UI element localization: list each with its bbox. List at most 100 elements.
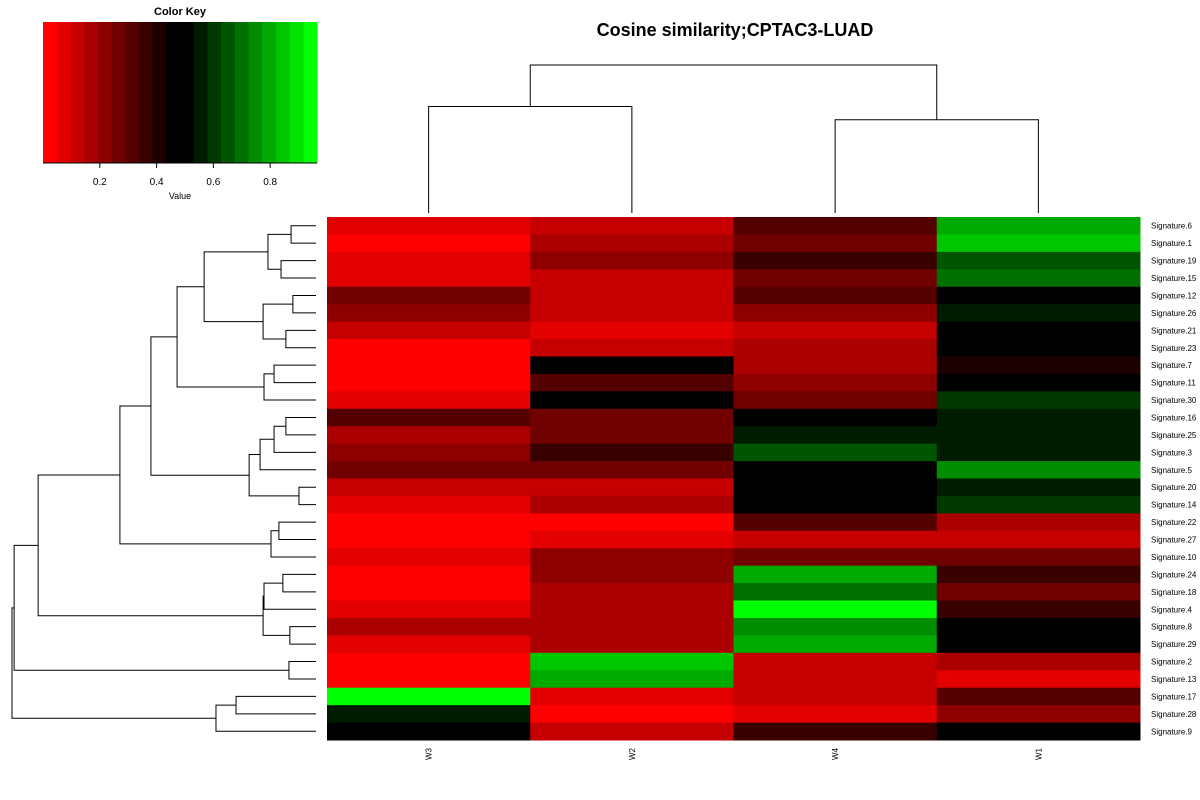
heatmap-cell xyxy=(733,356,938,375)
dendrogram-branch xyxy=(262,595,290,636)
heatmap-cells xyxy=(327,217,1141,741)
heatmap-cell xyxy=(936,461,1141,479)
heatmap-cell xyxy=(327,583,531,602)
color-key-title: Color Key xyxy=(154,6,207,18)
heatmap-cell xyxy=(733,373,938,392)
dendrogram-branch xyxy=(282,573,316,593)
row-label: Signature.1 xyxy=(1151,239,1192,248)
dendrogram-branch xyxy=(834,119,1039,213)
row-label: Signature.4 xyxy=(1151,605,1192,614)
heatmap-cell xyxy=(327,286,531,305)
heatmap-cell xyxy=(936,705,1141,724)
heatmap-cell xyxy=(530,617,734,636)
heatmap-cell xyxy=(327,548,531,567)
dendrogram-branch xyxy=(37,474,264,617)
heatmap-cell xyxy=(936,251,1141,270)
heatmap-cell xyxy=(327,234,531,253)
heatmap-cell xyxy=(530,565,734,584)
dendrogram-branch xyxy=(290,225,316,244)
row-label: Signature.16 xyxy=(1151,413,1197,422)
heatmap-cell xyxy=(936,339,1141,357)
heatmap-cell xyxy=(530,583,734,602)
heatmap-cell xyxy=(936,304,1141,323)
heatmap-cell xyxy=(530,652,734,671)
row-label: Signature.15 xyxy=(1151,274,1197,283)
row-labels: Signature.6 Signature.1 Signature.19 Signat… xyxy=(1151,222,1197,737)
heatmap-cell xyxy=(327,670,531,689)
heatmap-cell xyxy=(530,495,734,514)
heatmap-cell xyxy=(733,565,938,584)
heatmap-cell xyxy=(530,705,734,724)
heatmap-cell xyxy=(733,251,938,270)
heatmap-cell xyxy=(733,217,938,235)
color-key-bin xyxy=(207,22,222,163)
heatmap-cell xyxy=(733,617,938,636)
color-key-xlabel: Value xyxy=(169,191,191,201)
heatmap-cell xyxy=(733,600,938,619)
heatmap-cell xyxy=(733,670,938,689)
row-label: Signature.18 xyxy=(1151,588,1197,597)
color-key-bin xyxy=(248,22,263,163)
heatmap-cell xyxy=(327,391,531,410)
row-label: Signature.30 xyxy=(1151,396,1197,405)
row-label: Signature.14 xyxy=(1151,501,1197,510)
row-label: Signature.7 xyxy=(1151,361,1192,370)
color-key-bin xyxy=(125,22,140,163)
color-key-bin xyxy=(262,22,277,163)
dendrogram-branch xyxy=(298,486,316,506)
color-key-tick-label: 0.6 xyxy=(206,177,220,188)
row-label: Signature.19 xyxy=(1151,257,1197,266)
heatmap-cell xyxy=(327,513,531,532)
heatmap-cell xyxy=(733,652,938,671)
row-label: Signature.13 xyxy=(1151,675,1197,684)
heatmap-cell xyxy=(327,251,531,270)
heatmap-cell xyxy=(530,356,734,375)
row-label: Signature.12 xyxy=(1151,291,1197,300)
heatmap-cell xyxy=(327,478,531,497)
heatmap-cell xyxy=(530,321,734,340)
heatmap-cell xyxy=(327,443,531,462)
heatmap-cell xyxy=(936,321,1141,340)
dendrogram-branch xyxy=(11,607,216,719)
heatmap-cell xyxy=(733,286,938,305)
heatmap-cell xyxy=(733,234,938,253)
row-label: Signature.21 xyxy=(1151,326,1197,335)
heatmap-cell xyxy=(327,269,531,288)
color-key-tick-label: 0.2 xyxy=(93,177,107,188)
row-label: Signature.6 xyxy=(1151,222,1192,231)
row-label: Signature.20 xyxy=(1151,483,1197,492)
row-label: Signature.8 xyxy=(1151,623,1192,632)
color-key-bin xyxy=(234,22,250,163)
dendrogram-branch xyxy=(259,438,316,471)
color-key-bin xyxy=(97,22,113,163)
heatmap-cell xyxy=(327,705,531,724)
heatmap-cell xyxy=(936,530,1141,549)
row-label: Signature.29 xyxy=(1151,640,1197,649)
heatmap-cell xyxy=(327,426,531,445)
heatmap-cell xyxy=(936,426,1141,445)
dendrogram-branch xyxy=(289,626,316,645)
heatmap-cell xyxy=(936,286,1141,305)
row-dendrogram xyxy=(11,225,316,732)
heatmap-cell xyxy=(733,687,938,706)
dendrogram-branch xyxy=(13,544,289,671)
heatmap-cell xyxy=(733,339,938,357)
heatmap-cell xyxy=(733,513,938,532)
dendrogram-branch xyxy=(270,530,316,558)
row-label: Signature.2 xyxy=(1151,658,1192,667)
heatmap-cell xyxy=(327,356,531,375)
row-label: Signature.11 xyxy=(1151,379,1196,388)
heatmap-cell xyxy=(530,426,734,445)
heatmap-cell xyxy=(530,635,734,654)
heatmap-cell xyxy=(733,722,938,741)
heatmap-cell xyxy=(936,443,1141,462)
heatmap-cell xyxy=(530,217,734,235)
color-key-bins xyxy=(43,22,318,163)
heatmap-cell xyxy=(327,304,531,323)
dendrogram-branch xyxy=(262,303,293,340)
color-key-bin xyxy=(193,22,208,163)
heatmap-cell xyxy=(936,635,1141,654)
row-label: Signature.22 xyxy=(1151,518,1197,527)
heatmap-cell xyxy=(936,513,1141,532)
